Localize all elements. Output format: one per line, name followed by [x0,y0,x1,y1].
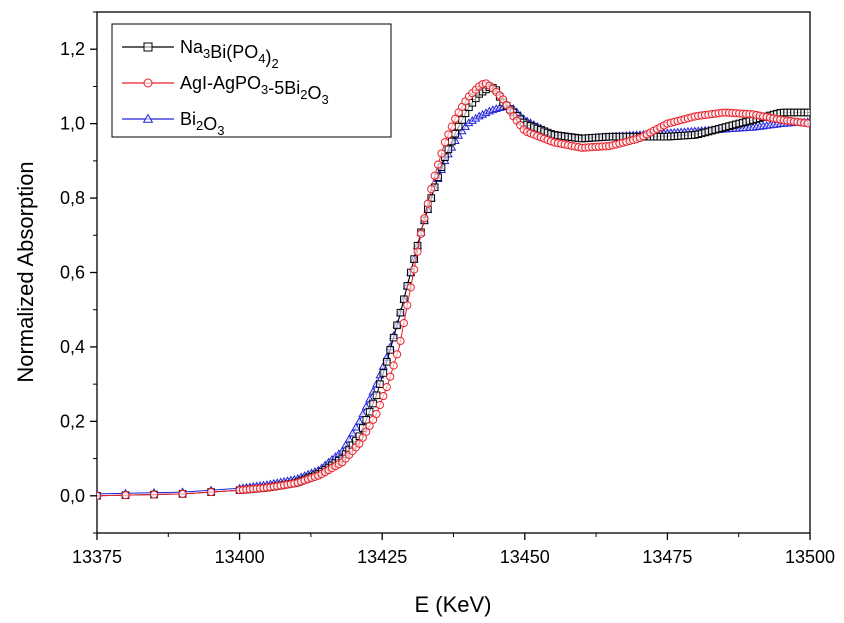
data-point [372,391,381,400]
y-tick-label: 0,0 [60,486,85,506]
data-point [382,383,391,392]
data-point [460,121,470,130]
data-point [358,409,368,418]
y-tick-label: 0,8 [60,188,85,208]
data-point [365,421,374,430]
data-point [389,333,398,342]
legend-label: Bi2O3 [180,109,225,138]
data-point [803,119,810,128]
data-point [351,422,361,431]
y-axis-title: Normalized Absorption [13,161,38,382]
y-tick-label: 1,2 [60,39,85,59]
data-point [803,108,810,117]
data-point [457,126,467,135]
data-point [444,145,453,154]
x-axis-title: E (KeV) [414,592,491,617]
data-point [355,439,364,448]
data-point [386,372,395,381]
data-point [386,346,394,354]
y-tick-label: 0,4 [60,337,85,357]
data-point [444,130,453,139]
x-tick-label: 13500 [785,547,835,567]
data-point [440,138,450,147]
data-point [178,489,187,499]
y-tick-label: 1,0 [60,114,85,134]
legend-label: AgI-AgPO3-5Bi2O3 [180,73,329,107]
y-tick-label: 0,6 [60,263,85,283]
data-point [410,265,419,274]
data-point [416,229,426,238]
data-point [400,295,408,304]
data-point [354,416,364,425]
legend-marker [142,113,154,123]
data-point [375,400,385,410]
data-point [451,114,460,123]
series-layer [97,79,810,500]
data-point [97,491,102,500]
legend-marker [143,78,153,88]
data-point [447,137,456,146]
x-tick-label: 13425 [357,547,407,567]
data-point [393,321,401,330]
y-tick-label: 0,2 [60,411,85,431]
data-point [427,194,436,202]
series-triangle [97,102,810,498]
legend-box [111,23,392,138]
data-point [379,369,388,377]
data-point [430,171,439,180]
data-point [420,214,429,223]
data-point [379,391,388,401]
data-point [403,301,412,310]
data-point [458,116,466,124]
series-circle [97,79,810,500]
data-point [406,283,415,292]
data-point [362,427,371,436]
series-line [97,106,810,495]
data-point [368,415,378,424]
data-point [121,491,130,500]
data-point [376,380,384,388]
data-point [437,149,446,158]
data-point [372,409,381,419]
x-tick-label: 13450 [500,547,550,567]
data-point [389,361,398,370]
data-point [399,319,408,328]
data-point [454,122,463,131]
legend-marker [143,42,153,52]
data-point [344,434,354,443]
data-point [433,160,443,169]
data-point [413,247,422,256]
legend-label: Na3Bi(PO4)2 [180,37,279,71]
data-point [392,350,402,359]
data-point [358,433,367,442]
data-point [423,199,432,208]
data-point [396,336,405,346]
data-point [447,122,456,131]
data-point [149,490,159,499]
data-point [369,399,377,408]
data-point [382,358,391,366]
data-point [396,308,405,317]
data-point [365,407,374,416]
axes-layer: 13375 13400 13425 13450 13475 13500 0,0 0,2 0,4 0… [60,11,835,567]
data-point [348,428,358,437]
data-point [427,185,436,194]
data-point [206,487,216,497]
data-point [410,255,418,263]
x-tick-label: 13475 [642,547,692,567]
data-point [451,129,460,138]
x-tick-label: 13400 [215,547,265,567]
x-tick-label: 13375 [72,547,122,567]
